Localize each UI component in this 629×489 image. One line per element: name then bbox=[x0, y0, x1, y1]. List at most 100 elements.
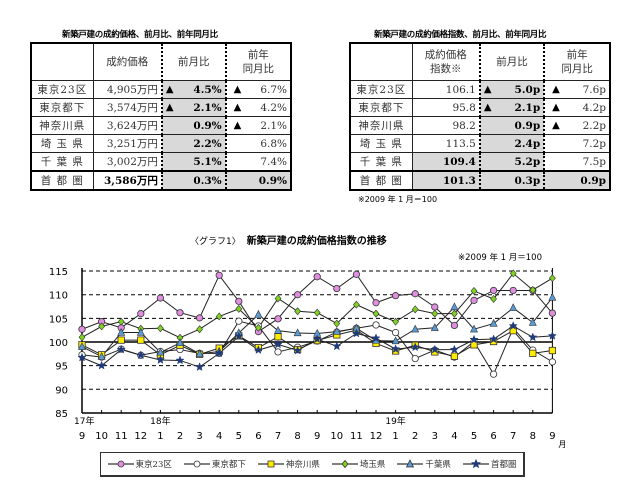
star-marker-icon bbox=[234, 331, 244, 341]
legend-label: 千葉県 bbox=[425, 460, 451, 470]
legend-item: 東京都下 bbox=[183, 458, 246, 470]
mom-text: 2.4p bbox=[514, 137, 541, 150]
row-label: 神奈川県 bbox=[349, 116, 413, 135]
x-tick-label: 4 bbox=[216, 431, 222, 442]
mom-text: 0.9p bbox=[514, 119, 541, 132]
diamond-marker-icon bbox=[255, 323, 262, 332]
price-value: 3,002万円 bbox=[92, 152, 163, 172]
circle-marker-icon bbox=[156, 294, 164, 302]
circle-marker-icon bbox=[470, 296, 478, 304]
y-tick-label: 115 bbox=[49, 267, 68, 278]
star-marker-icon bbox=[214, 348, 224, 358]
series-line bbox=[81, 273, 553, 333]
diamond-marker-icon bbox=[274, 294, 282, 303]
x-tick-label: 1 bbox=[157, 431, 163, 442]
circle-marker-icon bbox=[391, 292, 400, 300]
circle-marker-icon bbox=[450, 321, 458, 330]
yoy-text: 7.4% bbox=[260, 155, 287, 168]
legend-label: 首都圏 bbox=[490, 460, 517, 470]
row-label: 東京都下 bbox=[349, 98, 413, 117]
yoy-text: 2.1% bbox=[260, 119, 287, 132]
table-row: 首 都 圏 3,586万円 0.3% 0.9% bbox=[30, 170, 292, 191]
circle-marker-icon bbox=[352, 270, 360, 278]
star-marker-icon bbox=[273, 339, 283, 349]
x-tick-label: 8 bbox=[294, 431, 300, 442]
x-tick-label: 4 bbox=[451, 431, 457, 442]
graph-title: 〈グラフ1〉 新築戸建の成約価格指数の推移 bbox=[190, 232, 387, 247]
x-tick-label: 7 bbox=[275, 431, 281, 442]
mom-text: 0.9% bbox=[193, 119, 222, 132]
circle-marker-icon bbox=[411, 290, 419, 298]
down-triangle-icon: ▲ bbox=[552, 119, 560, 131]
x-tick-label: 12 bbox=[134, 431, 147, 442]
diamond-marker-icon bbox=[215, 312, 223, 321]
diamond-marker-icon bbox=[294, 307, 301, 316]
x-tick-label: 8 bbox=[530, 431, 536, 442]
index-value: 113.5 bbox=[411, 134, 481, 153]
row-label: 首 都 圏 bbox=[30, 170, 94, 191]
y-tick-label: 110 bbox=[49, 291, 68, 302]
mom-value: ▲ 2.1% bbox=[160, 98, 227, 117]
triangle-marker-icon bbox=[391, 336, 400, 345]
y-tick-label: 100 bbox=[49, 338, 68, 349]
header-price: 成約価格 bbox=[92, 42, 163, 81]
mom-value: 5.2p bbox=[478, 152, 546, 172]
mom-value: 0.3% bbox=[160, 170, 227, 191]
circle-open-marker-icon bbox=[391, 328, 400, 337]
x-tick-label: 9 bbox=[314, 431, 320, 442]
mom-value: 2.2% bbox=[160, 134, 227, 153]
triangle-marker-icon bbox=[528, 317, 537, 326]
yoy-value: 7.2p bbox=[543, 134, 611, 153]
chart-legend: 東京23区 東京都下 神奈川県 埼玉県 千葉県 首都圏 bbox=[100, 452, 525, 477]
triangle-marker-icon bbox=[136, 327, 145, 336]
square-marker-icon bbox=[450, 352, 459, 360]
down-triangle-icon: ▲ bbox=[552, 101, 560, 113]
circle-marker-icon bbox=[78, 325, 86, 333]
graph-title-text: 新築戸建の成約価格指数の推移 bbox=[246, 236, 387, 247]
mom-value: 0.9% bbox=[160, 116, 227, 135]
legend-item: 埼玉県 bbox=[331, 458, 385, 470]
yoy-value: 0.9p bbox=[543, 170, 611, 191]
yoy-text: 4.2% bbox=[260, 101, 287, 114]
yoy-text: 7.2p bbox=[582, 137, 606, 150]
mom-text: 5.1% bbox=[193, 155, 222, 168]
star-marker-icon bbox=[253, 345, 264, 354]
legend-item: 神奈川県 bbox=[257, 458, 320, 470]
yoy-text: 2.2p bbox=[582, 119, 606, 132]
circle-marker-icon bbox=[313, 273, 321, 281]
x-tick-label: 9 bbox=[549, 431, 555, 442]
year-label: 17年 bbox=[74, 415, 94, 427]
triangle-marker-icon bbox=[78, 342, 86, 350]
year-label: 19年 bbox=[385, 415, 405, 427]
star-legend-icon bbox=[462, 459, 489, 469]
mom-value: ▲ 2.1p bbox=[478, 98, 546, 117]
table-row: 東京23区 4,905万円 ▲ 4.5% ▲ 6.7% bbox=[30, 80, 292, 99]
y-tick-label: 105 bbox=[49, 314, 68, 325]
down-triangle-icon: ▲ bbox=[233, 119, 242, 131]
header-yoy: 前年 同月比 bbox=[543, 42, 611, 81]
star-marker-icon bbox=[488, 334, 499, 344]
legend-label: 神奈川県 bbox=[285, 460, 320, 470]
triangle-marker-icon bbox=[470, 324, 478, 333]
table-row: 東京都下 3,574万円 ▲ 2.1% ▲ 4.2% bbox=[30, 98, 292, 117]
yoy-value: 0.9% bbox=[225, 170, 292, 191]
diamond-marker-icon bbox=[117, 317, 125, 326]
circle-marker-icon bbox=[509, 286, 517, 295]
circle-marker-icon bbox=[489, 286, 498, 295]
star-marker-icon bbox=[96, 360, 107, 370]
triangle-marker-icon bbox=[411, 324, 420, 333]
x-tick-label: 5 bbox=[471, 431, 477, 442]
triangle-marker-icon bbox=[195, 349, 204, 357]
square-marker-icon bbox=[137, 336, 145, 344]
triangle-marker-icon bbox=[293, 328, 302, 337]
star-marker-icon bbox=[77, 352, 87, 362]
star-marker-icon bbox=[430, 344, 440, 354]
mom-text: 2.2% bbox=[193, 137, 222, 150]
circle-marker-icon bbox=[548, 309, 557, 317]
circle-marker-icon bbox=[137, 310, 145, 318]
triangle-marker-icon bbox=[489, 318, 498, 327]
triangle-marker-icon bbox=[450, 302, 459, 311]
price-value: 3,586万円 bbox=[92, 170, 163, 191]
diamond-legend-icon bbox=[331, 459, 358, 469]
x-tick-label: 6 bbox=[490, 431, 496, 442]
